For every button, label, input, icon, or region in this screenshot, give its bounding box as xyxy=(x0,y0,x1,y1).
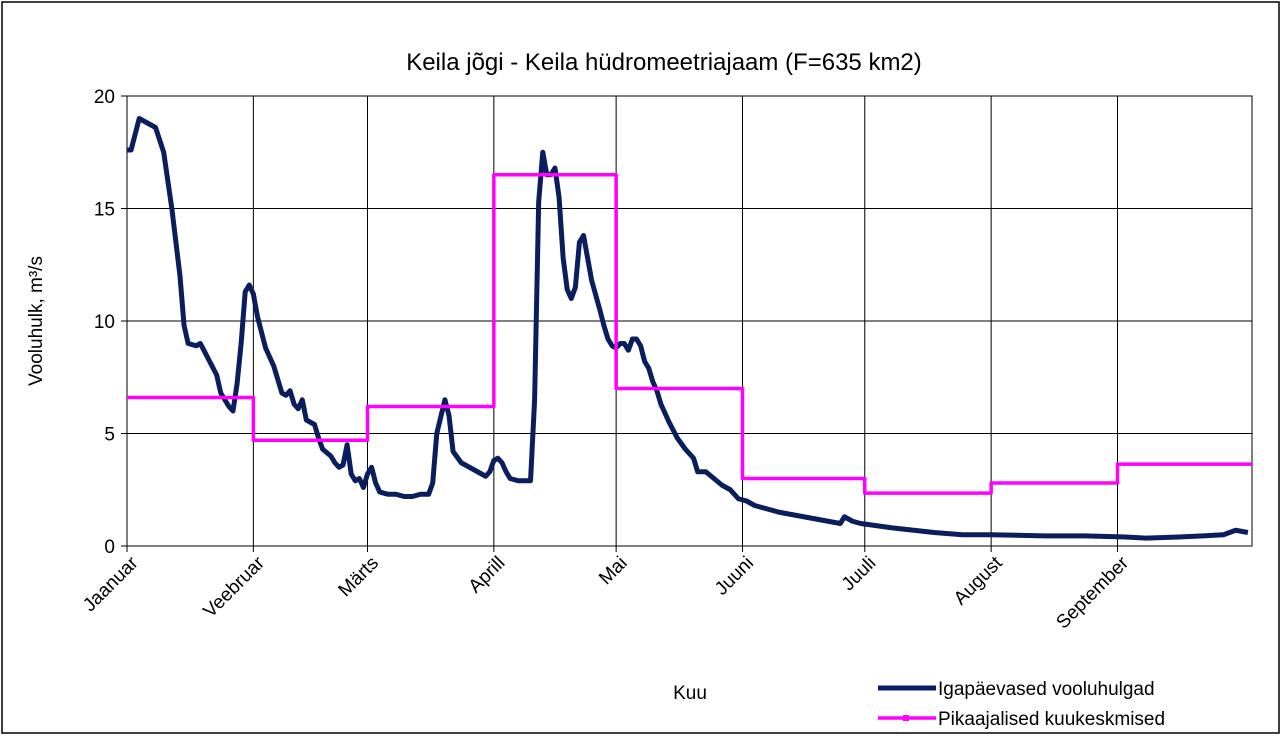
y-tick-label: 10 xyxy=(94,312,115,333)
legend-marker xyxy=(903,715,909,721)
series-line xyxy=(127,173,1252,495)
y-tick-label: 0 xyxy=(104,537,115,558)
y-tick-label: 5 xyxy=(104,425,115,446)
legend-label: Igapäevased vooluhulgad xyxy=(938,679,1155,700)
chart-title: Keila jõgi - Keila hüdromeetriajaam (F=6… xyxy=(406,49,922,76)
y-tick-label: 20 xyxy=(94,87,115,108)
series-line xyxy=(127,116,1249,541)
y-axis-label: Vooluhulk, m³/s xyxy=(26,256,47,386)
y-tick-label: 15 xyxy=(94,200,115,221)
legend-label: Pikaajalised kuukeskmised xyxy=(938,709,1165,730)
x-axis-label: Kuu xyxy=(673,683,707,704)
